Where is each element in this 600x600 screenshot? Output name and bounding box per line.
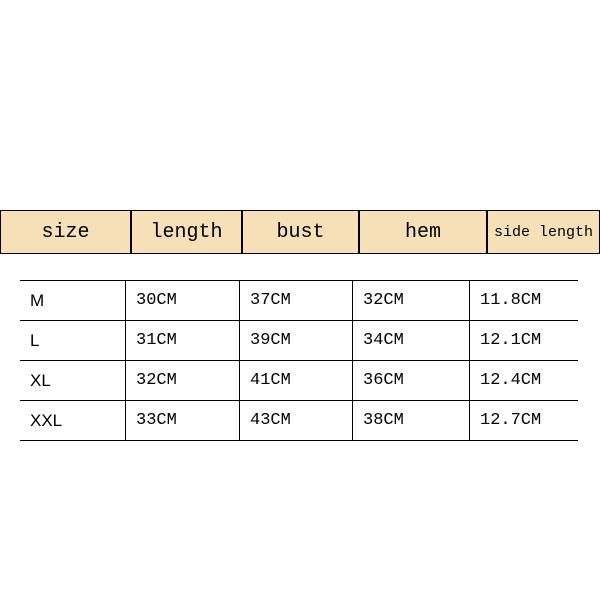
- cell-size: XL: [20, 361, 126, 400]
- cell-size: M: [20, 281, 126, 320]
- cell-bust: 39CM: [240, 321, 353, 360]
- table-row: XL 32CM 41CM 36CM 12.4CM: [20, 361, 578, 401]
- cell-size: L: [20, 321, 126, 360]
- table-row: XXL 33CM 43CM 38CM 12.7CM: [20, 401, 578, 441]
- cell-side-length: 12.4CM: [470, 361, 578, 400]
- cell-hem: 32CM: [353, 281, 470, 320]
- size-data-table: M 30CM 37CM 32CM 11.8CM L 31CM 39CM 34CM…: [20, 280, 578, 441]
- cell-length: 31CM: [126, 321, 240, 360]
- cell-bust: 43CM: [240, 401, 353, 440]
- header-size: size: [0, 210, 131, 254]
- cell-hem: 34CM: [353, 321, 470, 360]
- header-length: length: [131, 210, 242, 254]
- table-row: L 31CM 39CM 34CM 12.1CM: [20, 321, 578, 361]
- cell-size: XXL: [20, 401, 126, 440]
- cell-length: 30CM: [126, 281, 240, 320]
- cell-bust: 37CM: [240, 281, 353, 320]
- cell-bust: 41CM: [240, 361, 353, 400]
- cell-length: 32CM: [126, 361, 240, 400]
- header-bust: bust: [242, 210, 359, 254]
- header-side-length: side length: [487, 210, 600, 254]
- cell-side-length: 11.8CM: [470, 281, 578, 320]
- cell-side-length: 12.7CM: [470, 401, 578, 440]
- cell-hem: 38CM: [353, 401, 470, 440]
- cell-length: 33CM: [126, 401, 240, 440]
- table-header-row: size length bust hem side length: [0, 210, 600, 254]
- cell-hem: 36CM: [353, 361, 470, 400]
- cell-side-length: 12.1CM: [470, 321, 578, 360]
- table-row: M 30CM 37CM 32CM 11.8CM: [20, 281, 578, 321]
- header-hem: hem: [359, 210, 487, 254]
